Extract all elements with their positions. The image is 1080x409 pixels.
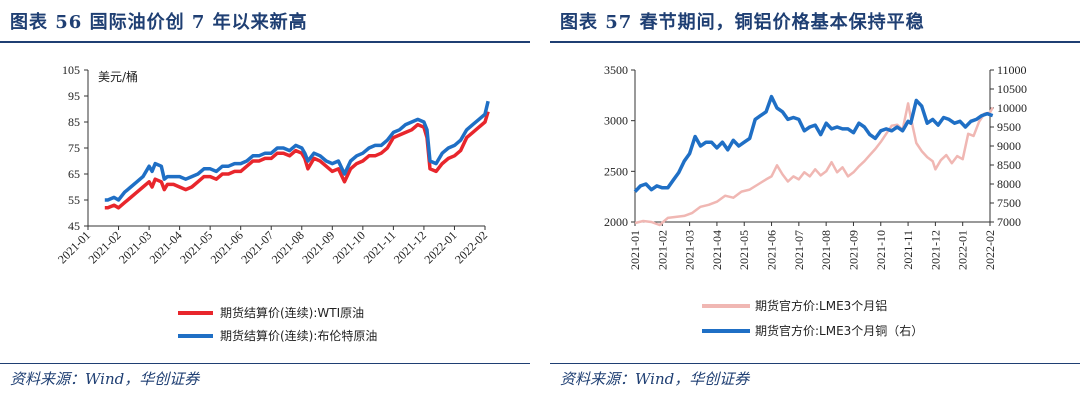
right-right-tick-label: 9500	[997, 120, 1021, 134]
left-y-tick-label: 75	[68, 141, 80, 155]
left-unit-label: 美元/桶	[98, 69, 138, 84]
left-y-tick-label: 85	[68, 115, 80, 129]
right-left-tick-label: 3500	[604, 63, 628, 77]
right-title-rule	[550, 41, 1080, 43]
right-left-tick-label: 2000	[604, 215, 628, 229]
left-x-tick-label: 2021-02	[85, 228, 123, 266]
right-legend-label-1: 期货官方价:LME3个月铜（右）	[755, 323, 923, 338]
left-source-rule	[0, 363, 530, 364]
left-x-tick-label: 2021-09	[299, 228, 337, 266]
left-x-tick-label: 2021-07	[238, 228, 276, 266]
right-left-tick-label: 3000	[604, 114, 628, 128]
right-chart-panel: 图表 57 春节期间，铜铝价格基本保持平稳 2000 2500 3000 3500 70…	[550, 0, 1080, 409]
right-x-tick-label: 2021-07	[792, 230, 806, 270]
right-x-tick-label: 2021-01	[628, 230, 642, 270]
left-x-tick-label: 2021-01	[55, 228, 93, 266]
right-x-tick-label: 2021-12	[928, 230, 942, 270]
left-x-tick-label: 2021-11	[361, 228, 399, 266]
left-x-tick-label: 2022-01	[421, 228, 459, 266]
right-series-line-0	[634, 102, 994, 227]
right-right-tick-label: 10500	[997, 82, 1027, 96]
left-y-tick-label: 55	[68, 193, 80, 207]
left-x-tick-label: 2021-12	[391, 228, 429, 266]
right-source-rule	[550, 363, 1080, 364]
left-x-tick-label: 2021-05	[177, 228, 215, 266]
right-right-tick-label: 8000	[997, 177, 1021, 191]
right-series-line-1	[633, 94, 994, 193]
right-chart-svg: 2000 2500 3000 3500 7000 7500 8000 8500 9000 9500…	[604, 63, 1027, 338]
left-x-tick-label: 2021-10	[330, 228, 368, 266]
right-right-tick-label: 11000	[997, 63, 1027, 77]
left-y-tick-label: 45	[68, 219, 80, 233]
left-x-tick-label: 2022-02	[452, 228, 490, 266]
right-x-tick-label: 2022-02	[983, 230, 997, 270]
left-x-tick-label: 2021-04	[147, 228, 185, 266]
left-legend-label-0: 期货结算价(连续):WTI原油	[220, 305, 364, 320]
right-x-tick-label: 2022-01	[956, 230, 970, 270]
right-legend-label-0: 期货官方价:LME3个月铝	[755, 298, 887, 313]
right-right-tick-label: 8500	[997, 158, 1021, 172]
right-right-tick-label: 7500	[997, 196, 1021, 210]
right-source-note: 资料来源：Wind，华创证券	[560, 370, 750, 388]
left-chart-title: 图表 56 国际油价创 7 年以来新高	[10, 12, 308, 33]
left-y-tick-label: 65	[68, 167, 80, 181]
left-source-note: 资料来源：Wind，华创证券	[10, 370, 200, 388]
right-chart-title: 图表 57 春节期间，铜铝价格基本保持平稳	[560, 12, 925, 33]
left-y-tick-label: 95	[68, 89, 80, 103]
right-x-tick-label: 2021-06	[765, 230, 779, 270]
right-right-tick-label: 10000	[997, 101, 1027, 115]
right-x-tick-label: 2021-11	[901, 230, 915, 270]
right-x-tick-label: 2021-05	[737, 230, 751, 270]
right-x-tick-label: 2021-03	[683, 230, 697, 270]
left-x-tick-label: 2021-06	[208, 228, 246, 266]
right-x-tick-label: 2021-10	[874, 230, 888, 270]
left-x-tick-label: 2021-08	[269, 228, 307, 266]
right-x-tick-label: 2021-04	[710, 230, 724, 270]
left-chart-panel: 图表 56 国际油价创 7 年以来新高 45 55 65 75 85 95 105 2021-…	[0, 0, 530, 409]
right-left-tick-label: 2500	[604, 164, 628, 178]
left-legend-label-1: 期货结算价(连续):布伦特原油	[220, 328, 377, 343]
right-x-tick-label: 2021-08	[819, 230, 833, 270]
right-x-tick-label: 2021-02	[655, 230, 669, 270]
right-right-tick-label: 7000	[997, 215, 1021, 229]
left-x-tick-label: 2021-03	[116, 228, 154, 266]
left-series-line-1	[104, 100, 490, 202]
right-x-tick-label: 2021-09	[846, 230, 860, 270]
left-y-tick-label: 105	[62, 63, 80, 77]
right-right-tick-label: 9000	[997, 139, 1021, 153]
left-title-rule	[0, 41, 530, 43]
left-chart-svg: 4555657585951052021-012021-022021-032021…	[55, 63, 490, 343]
